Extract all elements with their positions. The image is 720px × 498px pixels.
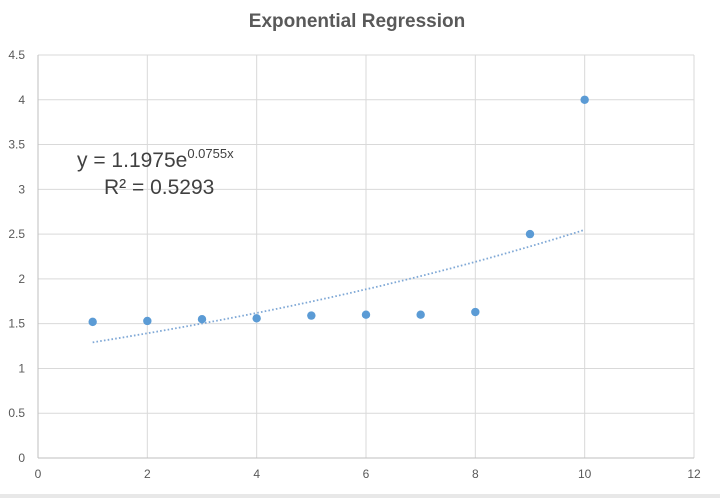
x-tick-label: 2 <box>144 467 151 481</box>
data-point <box>525 229 535 239</box>
y-tick-label: 3 <box>18 182 25 196</box>
data-point <box>580 95 589 104</box>
x-tick-label: 8 <box>472 467 479 481</box>
equation-main: y = 1.1975e <box>77 149 187 172</box>
r-squared-label: R² = 0.5293 <box>104 176 214 199</box>
data-point <box>471 307 480 317</box>
axis-layer <box>37 55 694 459</box>
data-point <box>88 317 97 327</box>
data-point <box>307 311 316 320</box>
x-tick-label: 4 <box>253 467 260 481</box>
tick-layer: 0 0.5 1 1.5 2 2.5 3 3.5 4 4.5 0 2 4 6 8 10 12 <box>8 48 701 481</box>
y-tick-label: 4.5 <box>8 48 25 62</box>
y-tick-label: 0.5 <box>8 406 25 420</box>
x-tick-label: 6 <box>363 467 370 481</box>
trendline <box>92 228 585 344</box>
y-tick-label: 0 <box>18 451 25 465</box>
equation-exponent: 0.0755x <box>187 146 234 161</box>
y-tick-label: 1.5 <box>8 317 25 331</box>
x-tick-label: 12 <box>687 467 701 481</box>
y-tick-label: 1 <box>18 361 25 375</box>
data-point <box>416 310 425 319</box>
data-point <box>197 314 207 324</box>
grid-layer <box>38 54 695 458</box>
trendline-layer <box>92 228 585 344</box>
data-point <box>143 316 152 326</box>
y-tick-label: 2 <box>18 272 25 286</box>
points-layer <box>88 95 589 327</box>
data-point <box>361 310 371 319</box>
bottom-border <box>0 494 720 498</box>
y-tick-label: 2.5 <box>8 227 25 241</box>
chart-title: Exponential Regression <box>249 11 465 32</box>
y-tick-label: 3.5 <box>8 138 25 152</box>
trendline-annotation: y = 1.1975e0.0755x R² = 0.5293 <box>77 146 234 199</box>
x-tick-label: 0 <box>35 467 42 481</box>
x-tick-label: 10 <box>578 467 592 481</box>
data-point <box>252 314 261 323</box>
trendline-equation: y = 1.1975e0.0755x <box>77 146 234 172</box>
y-tick-label: 4 <box>18 93 25 107</box>
